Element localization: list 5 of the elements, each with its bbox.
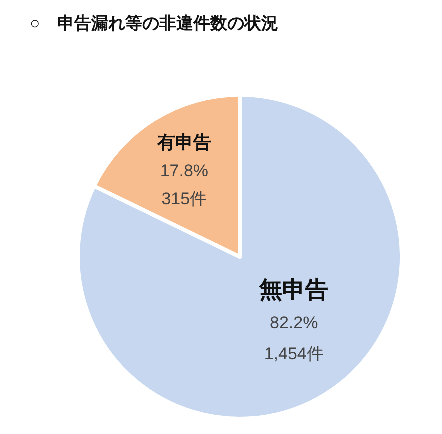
- chart-title: ○ 申告漏れ等の非違件数の状況: [30, 14, 278, 33]
- slice-label: 無申告: [258, 276, 329, 303]
- slice-label: 有申告: [156, 132, 212, 153]
- data-label: 17.8% 315件: [160, 162, 209, 209]
- data-label: 82.2% 1,454件: [264, 314, 324, 364]
